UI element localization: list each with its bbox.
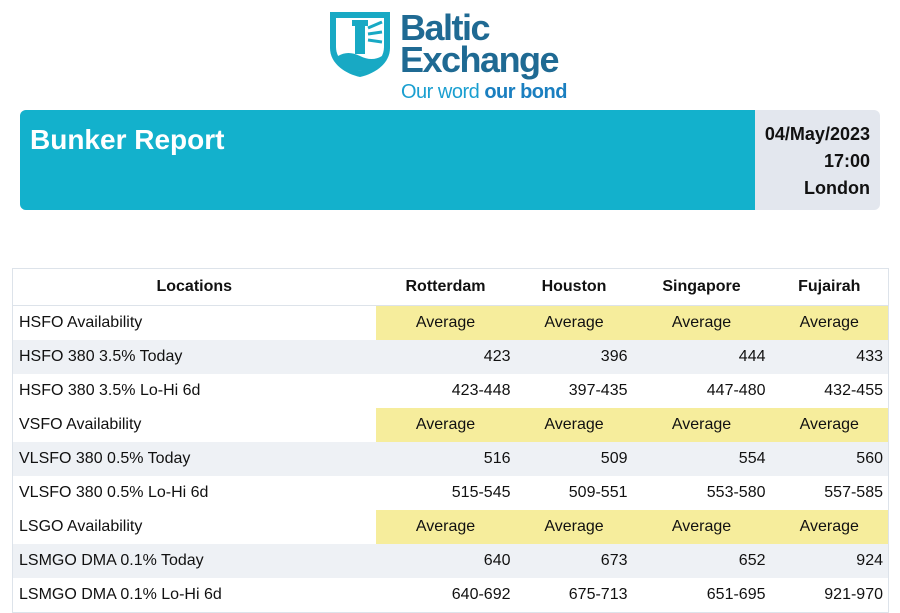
column-header: Locations [12,268,376,306]
cell: Average [515,305,633,340]
cell: 423-448 [451,382,511,399]
cell: Average [632,305,771,340]
cell: 432-455 [824,382,883,399]
logo: Baltic Exchange Our word our bond [328,10,578,105]
cell: 921-970 [824,586,883,603]
cell: 516 [375,442,516,476]
cell: Average [375,305,516,340]
table-body: HSFO Availability Average Average Average Av… [12,305,889,613]
table-row: HSFO 380 3.5% Lo-Hi 6d 423-448 397-435 447-… [13,374,889,408]
cell: 675-713 [568,586,628,603]
report-location: London [804,178,870,198]
column-header: Rotterdam [375,268,516,306]
row-label: VSFO Availability [19,416,142,433]
logo-text: Exchange [400,39,560,80]
tagline: Our word our bond [401,81,567,104]
row-label: LSMGO DMA 0.1% Today [12,544,376,578]
cell: Average [632,510,771,544]
report-meta: 04/May/2023 17:00 London [765,121,870,202]
row-label: HSFO 380 3.5% Today [12,340,376,374]
cell: 447-480 [706,382,766,399]
column-header: Houston [515,268,633,306]
row-label: LSMGO DMA 0.1% Lo-Hi 6d [19,586,222,603]
table-row: HSFO 380 3.5% Today 423 396 444 433 [12,340,889,374]
table-row: VLSFO 380 0.5% Lo-Hi 6d 515-545 509-551 553… [13,476,889,510]
cell: 423 [375,340,516,374]
table-row: VLSFO 380 0.5% Today 516 509 554 560 [12,442,889,476]
cell: 652 [632,544,771,578]
banner: Bunker Report 04/May/2023 17:00 London [20,110,880,210]
cell: 924 [770,544,889,578]
report-time: 17:00 [823,151,870,171]
cell: 640-692 [451,586,511,603]
tagline-bold: our bond [484,81,567,103]
logo-text: Baltic [400,7,491,48]
cell: Average [375,510,516,544]
report-date: 04/May/2023 [764,124,870,144]
banner-main: Bunker Report [20,110,755,210]
cell: 651-695 [706,586,766,603]
table-head: Locations Rotterdam Houston Singapore Fujair… [12,268,889,306]
cell: 509 [515,442,633,476]
header-row: Locations Rotterdam Houston Singapore Fujair… [12,268,889,306]
cell: 553-580 [706,484,766,501]
page: {"logo": {"line1": "Baltic", "line2": "E… [12,9,889,613]
bunker-table: Locations Rotterdam Houston Singapore Fujair… [12,268,889,613]
cell: 515-545 [451,484,511,501]
cell: 397-435 [568,382,628,399]
cell: 557-585 [824,484,883,501]
cell: Average [632,408,771,442]
column-header: Fujairah [770,268,889,306]
cell: 560 [770,442,889,476]
table-row: LSMGO DMA 0.1% Today 640 673 652 924 [12,544,889,578]
cell: Average [770,305,889,340]
report-title: Bunker Report [30,124,225,155]
row-label: HSFO Availability [19,314,143,331]
cell: 396 [515,340,633,374]
cell: Average [515,510,633,544]
table-row: HSFO Availability Average Average Average Av… [13,305,889,340]
table-row: LSMGO DMA 0.1% Lo-Hi 6d 640-692 675-713 651… [13,578,889,613]
cell: 433 [770,340,889,374]
row-label: VLSFO 380 0.5% Lo-Hi 6d [19,484,209,501]
cell: Average [770,408,889,442]
cell: 673 [515,544,633,578]
row-label: LSGO Availability [19,518,143,535]
tagline-text: Our word [401,81,480,103]
cell: 554 [632,442,771,476]
table-row: VSFO Availability Average Average Average Av… [13,408,889,442]
cell: Average [515,408,633,442]
column-header: Singapore [632,268,771,306]
logo-shield [330,12,390,77]
row-label: HSFO 380 3.5% Lo-Hi 6d [19,382,201,399]
cell: Average [770,510,889,544]
cell: 640 [375,544,516,578]
cell: 444 [632,340,771,374]
cell: 509-551 [568,484,628,501]
row-label: VLSFO 380 0.5% Today [12,442,376,476]
cell: Average [375,408,516,442]
table-row: LSGO Availability Average Average Average Av… [13,510,889,544]
